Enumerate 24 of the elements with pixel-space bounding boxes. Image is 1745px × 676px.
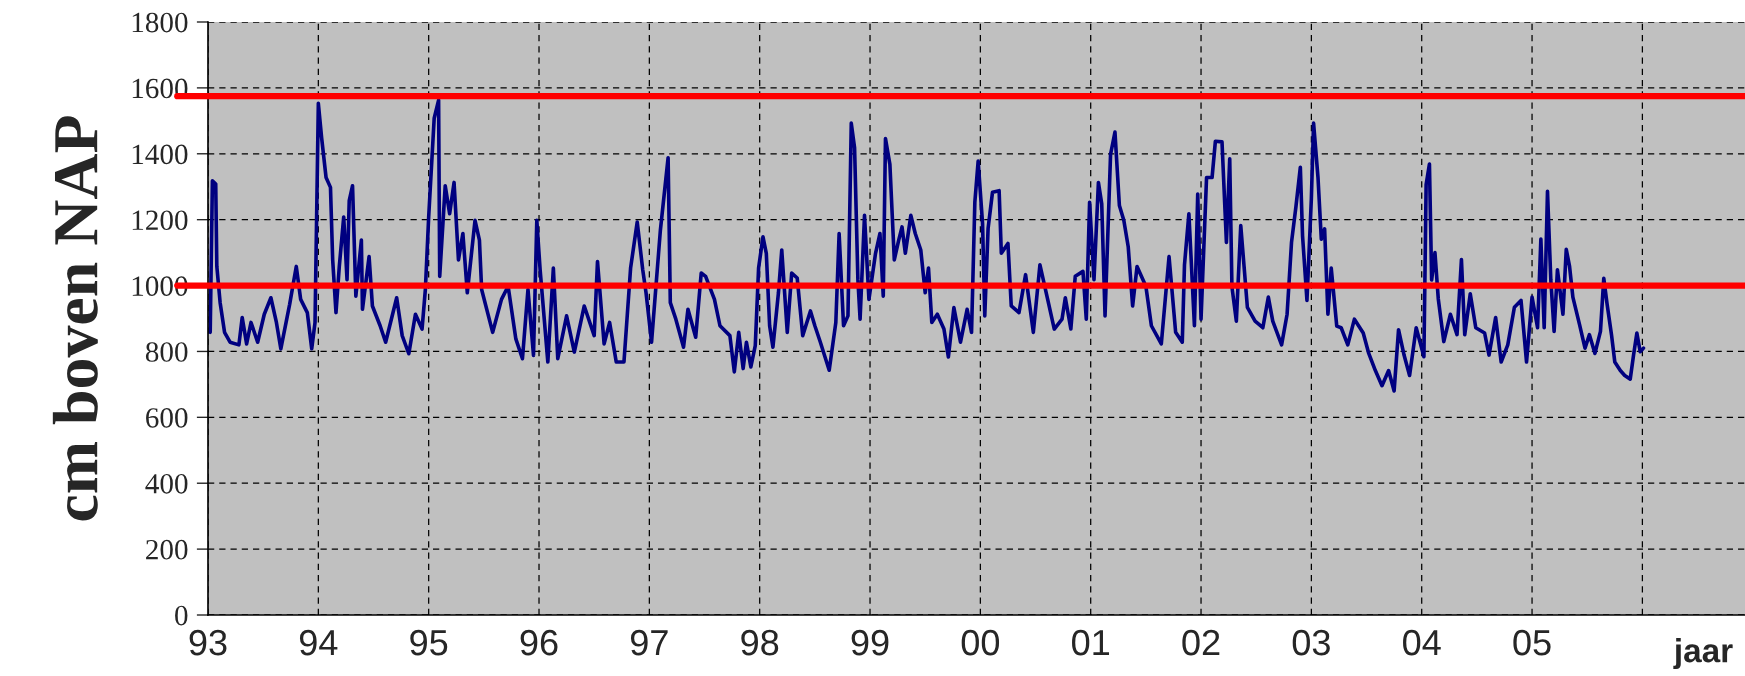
y-tick-label: 200 <box>146 539 188 560</box>
y-tick-label: 600 <box>146 408 188 428</box>
x-tick-label: 97 <box>630 629 668 656</box>
x-tick-label: 94 <box>299 629 338 656</box>
x-tick-label: 01 <box>1072 629 1110 656</box>
y-tick-label: 800 <box>145 342 188 362</box>
y-tick-label: 1800 <box>132 12 188 33</box>
x-tick-label: 98 <box>741 629 779 656</box>
y-tick-label: 1200 <box>132 210 188 231</box>
line-series <box>208 98 1646 393</box>
x-tick-label: 02 <box>1182 629 1220 656</box>
y-tick-label: 400 <box>145 473 188 494</box>
x-axis-title: jaar <box>1673 638 1733 670</box>
x-tick-label: 03 <box>1292 629 1330 656</box>
x-tick-label: 96 <box>520 629 558 656</box>
x-tick-label: 95 <box>410 629 448 656</box>
x-tick-label: 00 <box>961 629 1000 656</box>
x-tick-label: 04 <box>1403 629 1441 656</box>
x-tick-label: 99 <box>851 629 889 656</box>
x-tick-label: 05 <box>1513 629 1551 656</box>
y-tick-label: 0 <box>175 605 188 626</box>
y-tick-label: 1400 <box>132 144 188 165</box>
x-tick-label: 93 <box>189 629 227 656</box>
y-axis-title: cm boven NAP <box>52 116 98 521</box>
